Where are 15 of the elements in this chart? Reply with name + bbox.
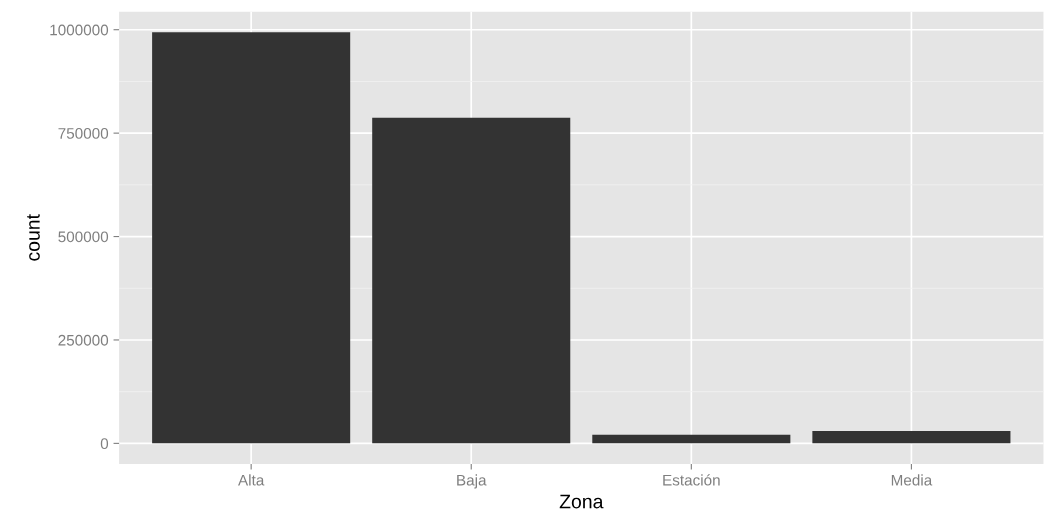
x-tick-label: Alta [238,474,265,486]
bar [152,32,351,444]
y-tick-label: 250000 [58,334,109,346]
bar [372,117,571,444]
x-tick-label: Estación [663,474,720,486]
y-tick-label: 500000 [58,231,109,243]
y-axis-title: count [27,214,40,261]
x-tick-label: Media [891,474,933,486]
x-tick-label: Baja [457,474,487,489]
bar [592,434,791,444]
bar [812,430,1011,444]
x-axis-title: Zona [559,494,604,509]
y-tick-label: 750000 [58,128,109,139]
y-tick-label: 0 [100,438,109,450]
y-tick-label: 1000000 [50,24,109,36]
